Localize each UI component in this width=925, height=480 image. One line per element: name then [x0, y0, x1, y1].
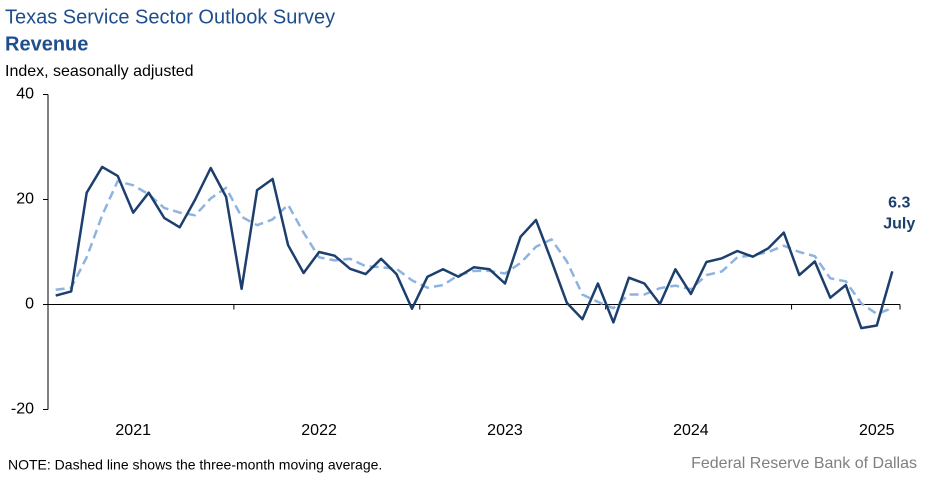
y-tick-label: 40 — [16, 86, 34, 103]
chart-subtitle: Revenue — [5, 33, 88, 55]
y-tick-label: -20 — [11, 401, 34, 418]
y-tick-label: 0 — [25, 296, 34, 313]
data-line — [55, 165, 894, 330]
x-tick-label: 2022 — [301, 422, 337, 439]
chart-title: Texas Service Sector Outlook Survey — [5, 6, 335, 28]
data-label: 6.3 — [888, 195, 910, 212]
y-tick-label: 20 — [16, 191, 34, 208]
x-tick-label: 2024 — [673, 422, 709, 439]
annotation: July — [883, 216, 915, 233]
x-tick-label: 2021 — [115, 422, 151, 439]
note: NOTE: Dashed line shows the three-month … — [8, 457, 382, 473]
x-tick-label: 2023 — [487, 422, 523, 439]
source: Federal Reserve Bank of Dallas — [691, 455, 917, 472]
x-tick-label: 2025 — [859, 422, 895, 439]
moving-average-line — [55, 179, 893, 316]
y-axis-label: Index, seasonally adjusted — [5, 63, 194, 80]
